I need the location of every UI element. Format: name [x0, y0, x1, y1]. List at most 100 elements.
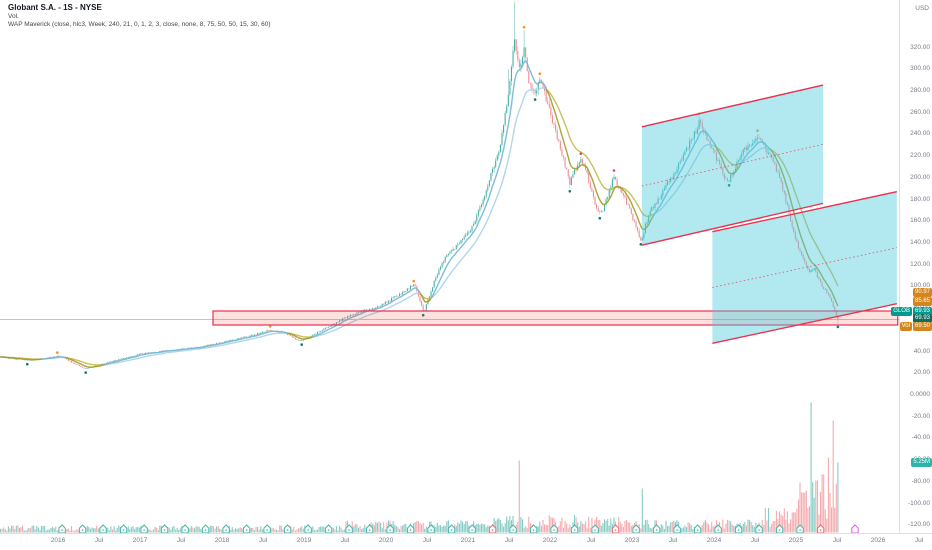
earnings-icon: [509, 524, 517, 533]
glob-price-label: GLOB 69.93: [891, 306, 932, 316]
price-tick-label: 120.00: [910, 260, 930, 268]
time-label-year: 2018: [214, 537, 230, 544]
vol-price-label-tag: Vol: [899, 321, 912, 331]
earnings-icon: [406, 524, 415, 533]
parallel-channel-2[interactable]: [712, 190, 898, 345]
earnings-icon: [242, 524, 251, 533]
time-label-year: 2020: [378, 537, 394, 544]
earnings-icon: [99, 524, 107, 533]
time-label-jul: Jul: [422, 537, 432, 544]
earnings-icon: [550, 524, 558, 533]
earnings-icon: [632, 524, 640, 533]
time-label-year: 2024: [706, 537, 722, 544]
time-label-jul: Jul: [94, 537, 104, 544]
earnings-icon: [119, 524, 128, 533]
glob-price-label-value: 69.93: [912, 306, 932, 316]
time-label-jul: Jul: [750, 537, 760, 544]
support-zone-rectangle[interactable]: [212, 310, 899, 326]
earnings-icon: [181, 524, 189, 533]
indicator-price-label: 69.93: [912, 313, 932, 323]
time-label-jul: Jul: [176, 537, 186, 544]
earnings-icon: [447, 524, 456, 533]
price-tick-label: 140.00: [910, 239, 930, 246]
earnings-icon: [468, 524, 476, 533]
earnings-icon: [283, 524, 292, 533]
price-axis[interactable]: USD 320.00 300.00 280.00 260.00 240.00 220.00…: [891, 0, 932, 533]
time-label-jul: Jul: [914, 537, 924, 544]
legend-wap-maverick-indicator[interactable]: WAP Maverick (close, hlc3, Week, 240, 21…: [8, 21, 271, 28]
volume-value-label-value: 5.25M: [911, 457, 932, 467]
earnings-icon: [796, 524, 804, 533]
price-tick-label: -120.00: [907, 521, 930, 529]
maverick-lower-label-value: 85.65: [912, 296, 932, 306]
earnings-icon: [365, 524, 374, 533]
wap-maverick-ribbon: [0, 60, 839, 368]
price-tick-label: -40.00: [911, 434, 930, 442]
price-tick-label: 200.00: [910, 173, 930, 181]
time-axis[interactable]: 2016 Jul 2017 Jul 2018 Jul 2019 Jul 2020 Jul 2021 J…: [0, 533, 932, 550]
price-tick-label: -100.00: [907, 499, 930, 507]
earnings-icon: [201, 524, 210, 533]
parallel-channel-1[interactable]: [641, 84, 824, 246]
signal-dots: [26, 0, 840, 374]
price-tick-label: 300.00: [910, 65, 930, 73]
price-tick-label: -20.00: [911, 412, 930, 420]
time-label-jul: Jul: [668, 537, 678, 544]
price-tick-label: 220.00: [910, 152, 930, 160]
price-tick-label: 320.00: [910, 43, 930, 51]
earnings-icon: [386, 524, 394, 533]
earnings-icon: [734, 524, 743, 533]
earnings-icons[interactable]: [58, 524, 859, 533]
earnings-icon: [755, 524, 763, 533]
price-tick-label: 100.00: [910, 282, 930, 290]
chart-canvas[interactable]: [0, 0, 899, 533]
earnings-icon: [816, 524, 825, 533]
earnings-icon: [570, 524, 579, 533]
price-tick-label: 40.00: [913, 347, 930, 355]
earnings-icon: [488, 524, 497, 533]
price-tick-label: 20.00: [913, 369, 930, 377]
legend-symbol-title[interactable]: Globant S.A. - 1S - NYSE: [8, 3, 102, 12]
maverick-upper-label: 90.97: [912, 287, 932, 297]
earnings-icon: [714, 524, 722, 533]
earnings-icon: [427, 524, 435, 533]
time-label-year: 2016: [50, 537, 66, 544]
earnings-icon: [58, 524, 66, 533]
earnings-icon: [78, 524, 87, 533]
indicator-price-label-value: 69.93: [912, 313, 932, 323]
earnings-icon: [140, 524, 148, 533]
price-tick-label: -80.00: [911, 477, 930, 485]
time-label-year: 2019: [296, 537, 312, 544]
earnings-icon: [693, 524, 702, 533]
earnings-icon: [775, 524, 784, 533]
glob-price-label-tag: GLOB: [891, 306, 912, 316]
earnings-icon: [222, 524, 230, 533]
price-tick-label: 280.00: [910, 87, 930, 94]
price-tick-label: 240.00: [910, 130, 930, 138]
earnings-icon: [324, 524, 333, 533]
time-label-jul: Jul: [340, 537, 350, 544]
price-tick-label: 260.00: [910, 108, 930, 116]
earnings-icon: [611, 524, 620, 533]
time-label-year: 2017: [132, 537, 148, 544]
vol-price-label: Vol 69.50: [899, 321, 932, 331]
time-label-year: 2025: [788, 537, 804, 544]
earnings-icon: [160, 524, 169, 533]
price-axis-currency-label: USD: [915, 5, 929, 12]
earnings-icon: [529, 524, 538, 533]
time-label-jul: Jul: [258, 537, 268, 544]
time-label-jul: Jul: [504, 537, 514, 544]
price-tick-label: 0.0000: [910, 391, 930, 398]
price-tick-label: 180.00: [910, 195, 930, 203]
maverick-lower-label: 85.65: [912, 296, 932, 306]
time-label-year: 2022: [542, 537, 558, 544]
volume-bars: [0, 402, 839, 533]
earnings-icon: [673, 524, 681, 533]
earnings-icon: [263, 524, 271, 533]
earnings-icon: [345, 524, 353, 533]
legend-volume-indicator[interactable]: Vol.: [8, 13, 19, 20]
time-label-jul: Jul: [832, 537, 842, 544]
earnings-icon: [591, 524, 599, 533]
earnings-icon: [304, 524, 312, 533]
